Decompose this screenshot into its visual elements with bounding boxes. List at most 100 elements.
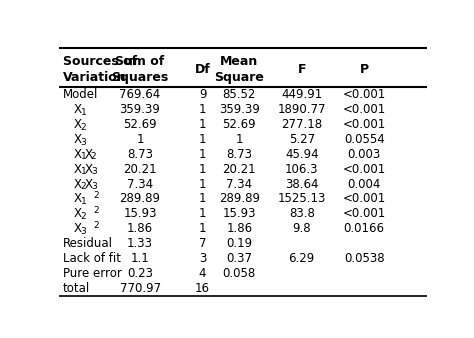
Text: 20.21: 20.21 [222, 163, 256, 176]
Text: Model: Model [63, 88, 98, 101]
Text: 6.29: 6.29 [289, 252, 315, 265]
Text: 85.52: 85.52 [223, 88, 256, 101]
Text: 7: 7 [199, 237, 206, 250]
Text: 769.64: 769.64 [119, 88, 161, 101]
Text: 289.89: 289.89 [219, 192, 260, 206]
Text: 0.0554: 0.0554 [344, 133, 384, 146]
Text: X: X [74, 207, 82, 220]
Text: 3: 3 [91, 167, 97, 176]
Text: 2: 2 [94, 191, 100, 200]
Text: Pure error: Pure error [63, 267, 122, 280]
Text: X: X [74, 133, 82, 146]
Text: 38.64: 38.64 [285, 177, 319, 191]
Text: 16: 16 [195, 282, 210, 295]
Text: 3: 3 [91, 182, 97, 191]
Text: 8.73: 8.73 [226, 148, 252, 161]
Text: X: X [74, 118, 82, 131]
Text: 359.39: 359.39 [119, 103, 161, 116]
Text: 83.8: 83.8 [289, 207, 315, 220]
Text: 1: 1 [199, 207, 206, 220]
Text: 3: 3 [81, 138, 86, 147]
Text: 277.18: 277.18 [281, 118, 322, 131]
Text: 2: 2 [94, 221, 100, 230]
Text: 1: 1 [199, 192, 206, 206]
Text: 1: 1 [199, 103, 206, 116]
Text: X: X [74, 192, 82, 206]
Text: 1: 1 [137, 133, 144, 146]
Text: 0.37: 0.37 [226, 252, 252, 265]
Text: 52.69: 52.69 [222, 118, 256, 131]
Text: 9: 9 [199, 88, 206, 101]
Text: 15.93: 15.93 [222, 207, 256, 220]
Text: <0.001: <0.001 [343, 118, 386, 131]
Text: X: X [74, 222, 82, 235]
Text: 1: 1 [199, 118, 206, 131]
Text: 359.39: 359.39 [219, 103, 260, 116]
Text: 106.3: 106.3 [285, 163, 319, 176]
Text: X: X [84, 148, 92, 161]
Text: Sources of
Variation: Sources of Variation [63, 55, 137, 84]
Text: 20.21: 20.21 [123, 163, 157, 176]
Text: 1: 1 [236, 133, 243, 146]
Text: 2: 2 [81, 123, 86, 132]
Text: 9.8: 9.8 [292, 222, 311, 235]
Text: 1.1: 1.1 [131, 252, 149, 265]
Text: 1: 1 [199, 177, 206, 191]
Text: 0.19: 0.19 [226, 237, 252, 250]
Text: Lack of fit: Lack of fit [63, 252, 121, 265]
Text: 0.23: 0.23 [127, 267, 153, 280]
Text: 4: 4 [199, 267, 206, 280]
Text: 3: 3 [81, 227, 86, 236]
Text: 1: 1 [199, 133, 206, 146]
Text: <0.001: <0.001 [343, 103, 386, 116]
Text: 2: 2 [81, 212, 86, 221]
Text: Mean
Square: Mean Square [214, 55, 264, 84]
Text: total: total [63, 282, 90, 295]
Text: 2: 2 [94, 206, 100, 215]
Text: 0.003: 0.003 [347, 148, 381, 161]
Text: 0.004: 0.004 [347, 177, 381, 191]
Text: 1: 1 [81, 167, 86, 176]
Text: 1: 1 [199, 163, 206, 176]
Text: P: P [360, 63, 369, 76]
Text: 1.86: 1.86 [226, 222, 252, 235]
Text: 1: 1 [81, 197, 86, 206]
Text: 7.34: 7.34 [226, 177, 252, 191]
Text: 1: 1 [199, 148, 206, 161]
Text: X: X [84, 177, 92, 191]
Text: 289.89: 289.89 [119, 192, 161, 206]
Text: 2: 2 [91, 152, 97, 162]
Text: <0.001: <0.001 [343, 163, 386, 176]
Text: X: X [74, 103, 82, 116]
Text: 1: 1 [81, 108, 86, 117]
Text: X: X [74, 163, 82, 176]
Text: 52.69: 52.69 [123, 118, 157, 131]
Text: 8.73: 8.73 [127, 148, 153, 161]
Text: 3: 3 [199, 252, 206, 265]
Text: 1890.77: 1890.77 [277, 103, 326, 116]
Text: 1: 1 [81, 152, 86, 162]
Text: Df: Df [195, 63, 210, 76]
Text: X: X [74, 148, 82, 161]
Text: 1.33: 1.33 [127, 237, 153, 250]
Text: 770.97: 770.97 [119, 282, 161, 295]
Text: X: X [74, 177, 82, 191]
Text: 1525.13: 1525.13 [277, 192, 326, 206]
Text: 45.94: 45.94 [285, 148, 319, 161]
Text: 0.0166: 0.0166 [344, 222, 384, 235]
Text: 1.86: 1.86 [127, 222, 153, 235]
Text: 5.27: 5.27 [289, 133, 315, 146]
Text: 0.058: 0.058 [223, 267, 256, 280]
Text: <0.001: <0.001 [343, 192, 386, 206]
Text: 15.93: 15.93 [123, 207, 157, 220]
Text: <0.001: <0.001 [343, 88, 386, 101]
Text: F: F [298, 63, 306, 76]
Text: 0.0538: 0.0538 [344, 252, 384, 265]
Text: 449.91: 449.91 [281, 88, 322, 101]
Text: 7.34: 7.34 [127, 177, 153, 191]
Text: Sum of
Squares: Sum of Squares [111, 55, 169, 84]
Text: 1: 1 [199, 222, 206, 235]
Text: X: X [84, 163, 92, 176]
Text: 2: 2 [81, 182, 86, 191]
Text: Residual: Residual [63, 237, 113, 250]
